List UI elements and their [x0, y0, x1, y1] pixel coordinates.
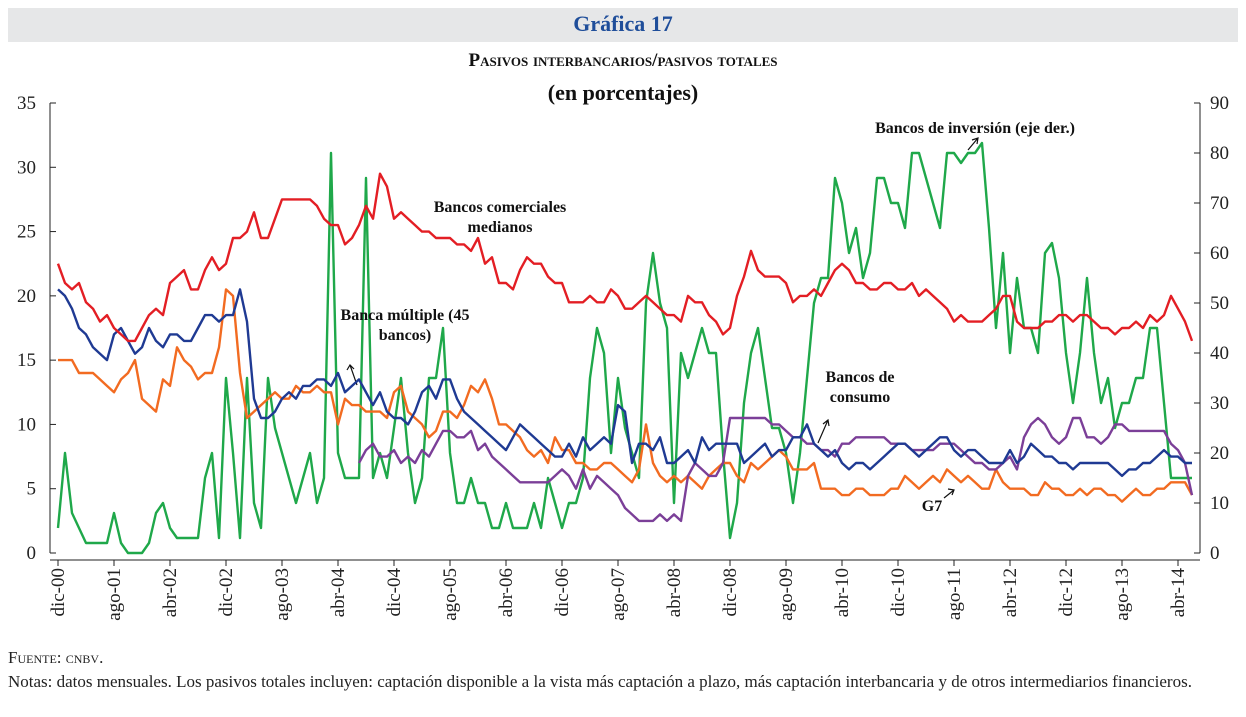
x-tick-label: abr-14	[1168, 568, 1189, 618]
y2-tick-label: 20	[1210, 443, 1229, 464]
y-tick-label: 25	[17, 222, 36, 243]
x-tick-label: dic-06	[552, 568, 573, 617]
series-label: Bancos de inversión (eje der.)	[875, 120, 1075, 137]
chart-title: Pasivos interbancarios/pasivos totales	[468, 50, 778, 71]
series-line	[58, 288, 1194, 503]
x-tick-label: abr-04	[328, 568, 349, 618]
notes: Notas: datos mensuales. Los pasivos tota…	[8, 672, 1192, 691]
y2-tick-label: 0	[1210, 543, 1220, 564]
y-tick-label: 30	[17, 157, 36, 178]
y2-tick-label: 10	[1210, 493, 1229, 514]
chart-header: Gráfica 17	[573, 11, 673, 36]
arrows	[346, 137, 979, 499]
x-tick-label: dic-00	[48, 568, 69, 617]
header-bar	[8, 8, 1238, 42]
x-tick-label: abr-02	[160, 568, 181, 617]
y-tick-label: 0	[27, 543, 37, 564]
series-label: G7	[921, 498, 943, 515]
arrow	[967, 137, 979, 151]
arrow	[817, 418, 830, 444]
y-tick-label: 10	[17, 414, 36, 435]
y-tick-label: 20	[17, 286, 36, 307]
x-tick-label: abr-10	[832, 568, 853, 617]
x-tick-label: abr-08	[664, 568, 685, 617]
x-tick-label: dic-10	[888, 568, 909, 617]
y2-tick-label: 90	[1210, 93, 1229, 114]
x-tick-label: dic-08	[720, 568, 741, 617]
series-label: Bancos comerciales medianos	[433, 199, 567, 236]
series-line	[357, 416, 1194, 523]
series-line	[56, 141, 1192, 555]
series-label: Bancos de consumo	[825, 369, 895, 406]
x-tick-label: ago-09	[776, 568, 797, 621]
x-tick-label: ago-03	[272, 568, 293, 621]
x-tick-label: dic-12	[1056, 568, 1077, 617]
y2-tick-label: 80	[1210, 143, 1229, 164]
x-tick-label: ago-05	[440, 568, 461, 621]
y-tick-label: 35	[17, 93, 36, 114]
x-tick-label: ago-11	[944, 568, 965, 620]
arrow	[943, 488, 955, 499]
x-tick-label: dic-02	[216, 568, 237, 617]
series-line	[56, 172, 1194, 343]
x-tick-label: abr-06	[496, 568, 517, 617]
y-tick-label: 5	[27, 479, 37, 500]
y2-tick-label: 50	[1210, 293, 1229, 314]
x-tick-label: ago-13	[1112, 568, 1133, 621]
chart-subtitle: (en porcentajes)	[547, 80, 699, 105]
source: Fuente: cnbv.	[8, 648, 104, 667]
y2-tick-label: 70	[1210, 193, 1229, 214]
series-label: Banca múltiple (45 bancos)	[340, 307, 470, 344]
y-tick-label: 15	[17, 350, 36, 371]
y2-tick-label: 30	[1210, 393, 1229, 414]
x-tick-label: ago-01	[104, 568, 125, 621]
y2-tick-label: 60	[1210, 243, 1229, 264]
x-tick-label: abr-12	[1000, 568, 1021, 617]
x-tick-label: dic-04	[384, 568, 405, 617]
chart: 0 5 10 15 20 25 30 35 0 10 20 30 40 50 60 70 80 90 dic-00 a…	[17, 93, 1229, 621]
x-tick-label: ago-07	[608, 568, 629, 621]
y2-tick-label: 40	[1210, 343, 1229, 364]
series-line	[57, 288, 1192, 478]
